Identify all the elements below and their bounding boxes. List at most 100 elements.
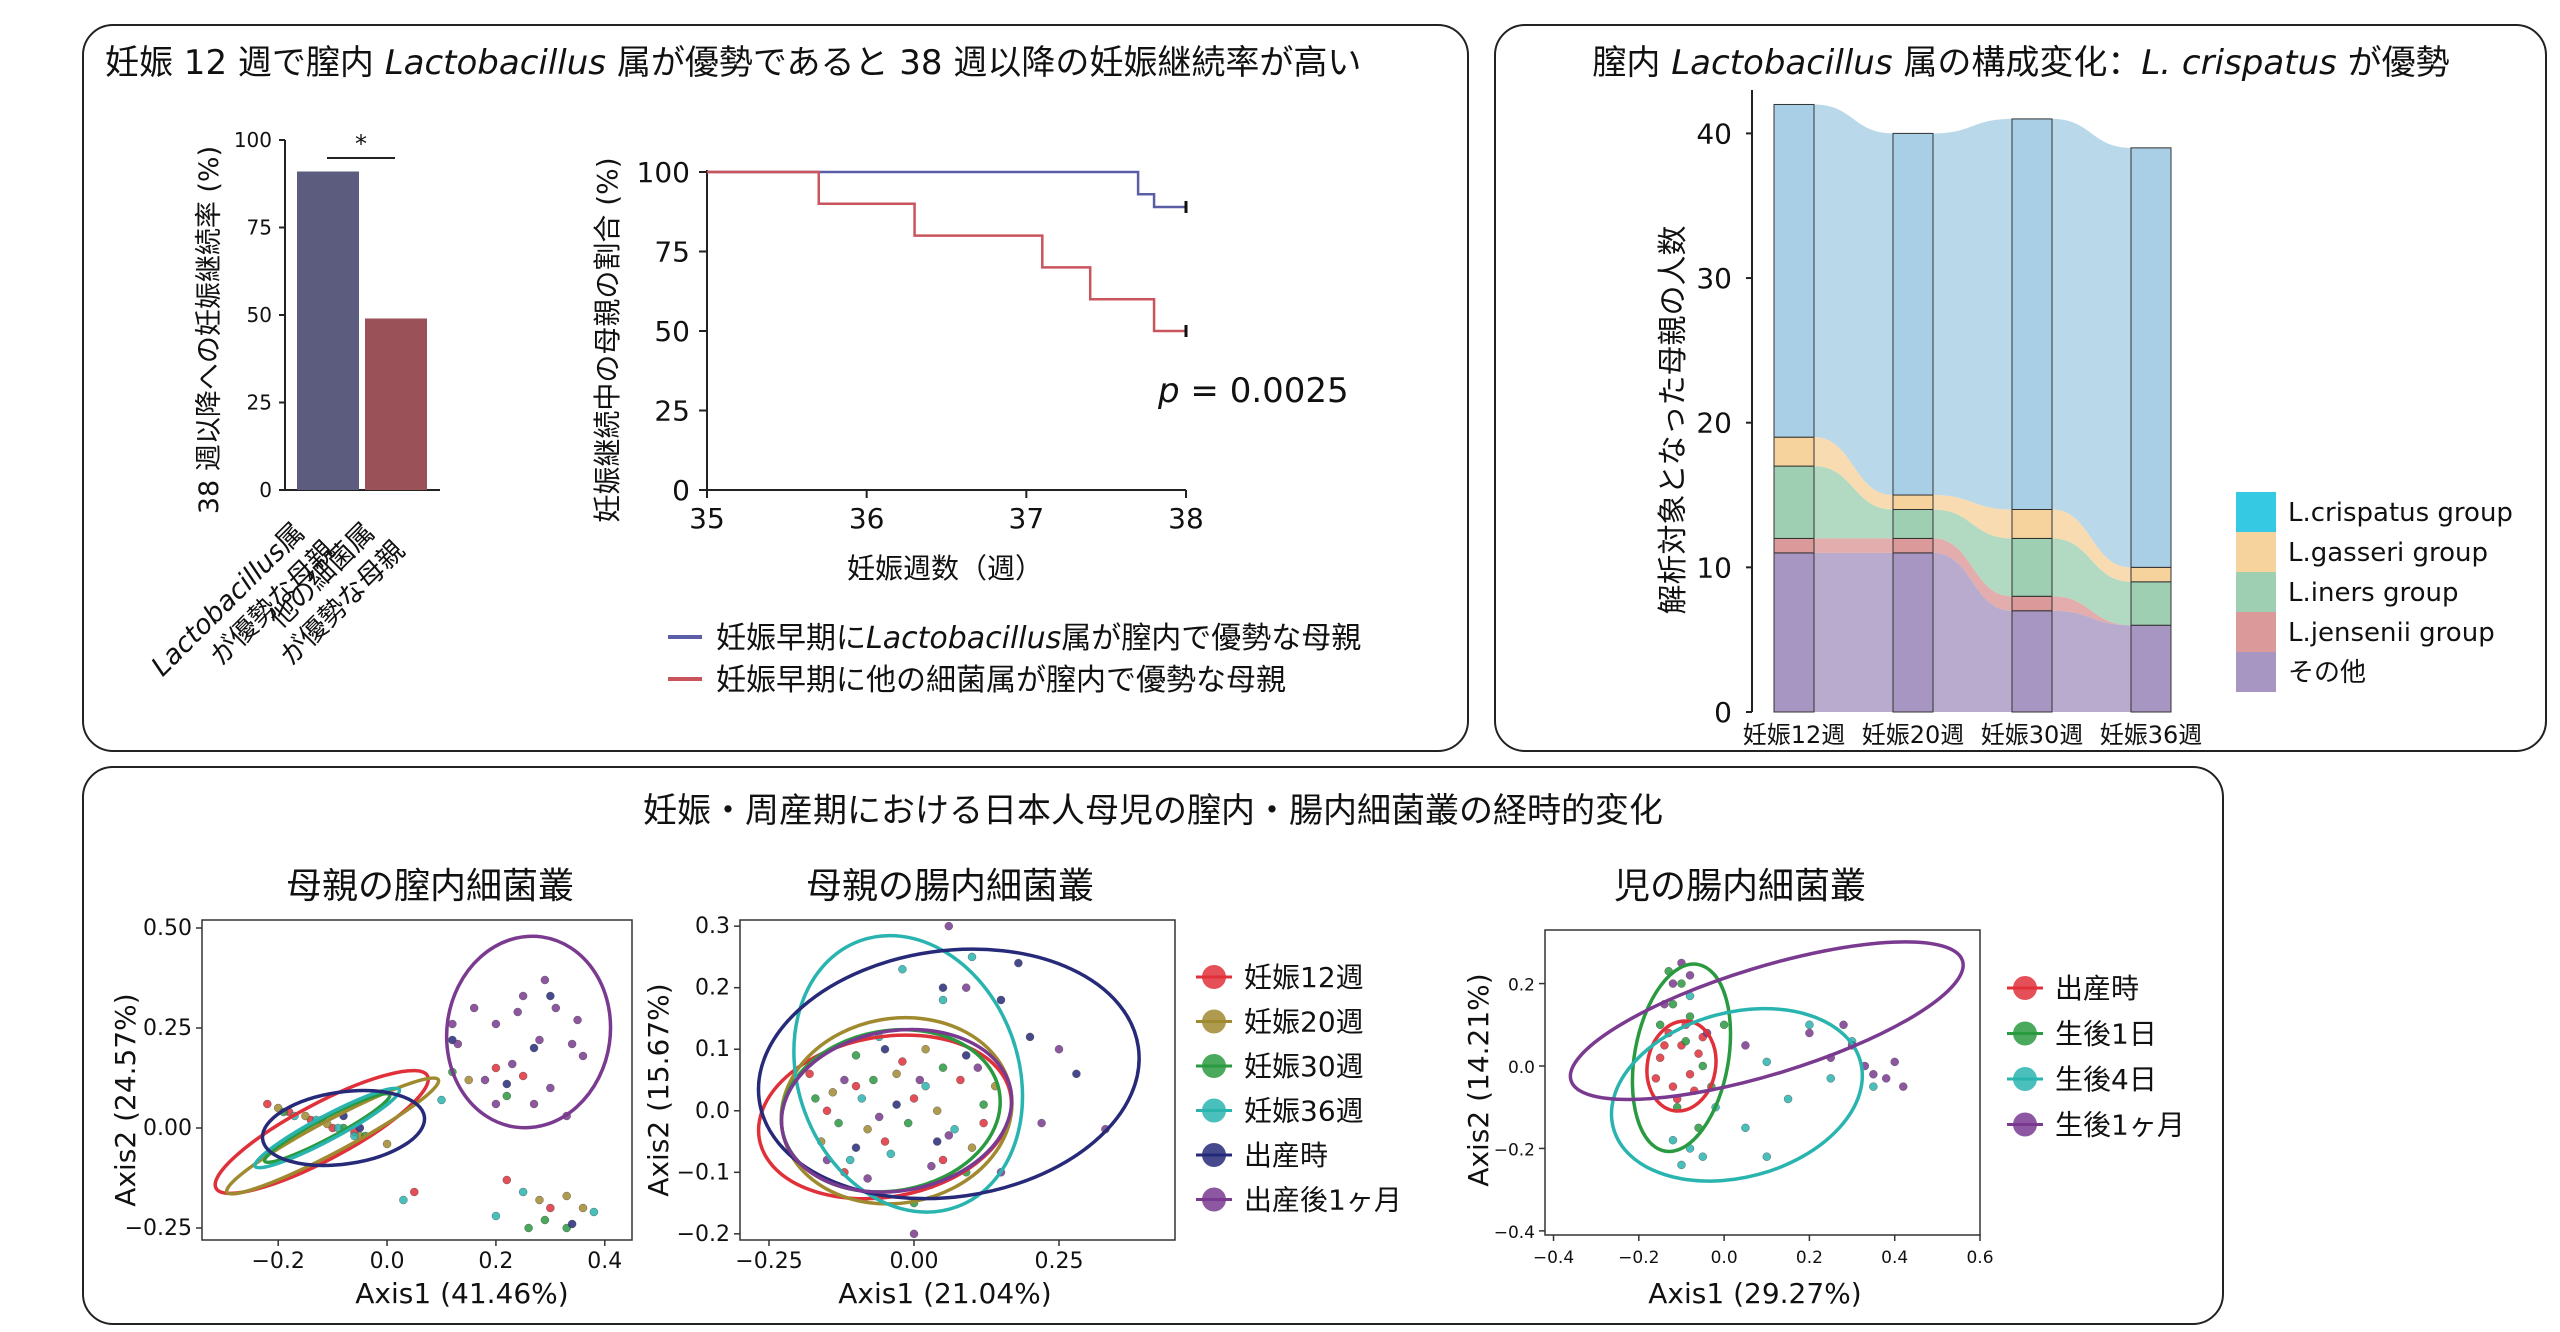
pcoa-point — [840, 1075, 849, 1085]
pcoa-point — [546, 1203, 555, 1213]
legend-dot — [2013, 976, 2037, 1000]
pcoa-point — [938, 1155, 948, 1165]
pcoa-ellipse — [260, 1088, 427, 1168]
alluvial-flow — [2052, 538, 2131, 626]
pcoa-point — [979, 1118, 988, 1128]
pcoa-point — [1826, 1074, 1835, 1083]
pcoa-y-tick-label: −0.25 — [125, 1216, 192, 1241]
km-ticks: 0 25 50 75 100 35 36 37 38 — [637, 156, 1204, 535]
pcoa-point — [448, 1019, 457, 1029]
bar-y-ticks: 0 25 50 75 100 — [234, 128, 285, 502]
bar-ylabel: 38 週以降への妊娠継続率 (%) — [194, 146, 225, 514]
pcoa-point — [915, 1075, 924, 1085]
pcoa-point — [1037, 1118, 1046, 1128]
legend-dot — [1202, 1187, 1226, 1212]
pcoa-point — [518, 1071, 528, 1081]
pcoa-point — [996, 995, 1006, 1005]
panel-c-frame — [82, 766, 2224, 1325]
km-legend-label-1: 妊娠早期にLactobacillus属が膣内で優勢な母親 — [716, 621, 1361, 656]
panel-c: 妊娠・周産期における日本人母児の膣内・腸内細菌叢の経時的変化 母親の膣内細菌叢 … — [82, 766, 2224, 1325]
pcoa-plot-1: −0.2 0.0 0.2 0.4 −0.25 0.00 0.25 0.50 — [125, 916, 633, 1274]
pcoa-ellipse — [779, 1027, 1014, 1194]
alluvial-y-tick-label: 0 — [1714, 696, 1732, 729]
pcoa-point — [805, 1069, 814, 1079]
pcoa-x-tick-label: −0.2 — [251, 1249, 304, 1274]
pcoa-point — [811, 1094, 820, 1103]
pcoa-point — [546, 991, 555, 1001]
pcoa-title-2: 母親の腸内細菌叢 — [806, 866, 1094, 907]
pcoa-y-tick-label: 0.0 — [1508, 1058, 1535, 1078]
pcoa-point — [950, 1125, 959, 1134]
pcoa-ellipse — [792, 933, 1025, 1214]
pcoa-title-1: 母親の膣内細菌叢 — [286, 866, 574, 907]
km-line-1 — [707, 170, 1186, 209]
pcoa-ellipse — [253, 1086, 402, 1170]
pcoa-x-tick-label: −0.2 — [1618, 1248, 1659, 1268]
pcoa-y-tick-label: 0.2 — [695, 976, 730, 1001]
km-y-tick-label: 25 — [654, 395, 690, 428]
pcoa-point — [973, 1063, 982, 1072]
pcoa-ellipse — [262, 1091, 392, 1165]
pcoa-plot-2: −0.25 0.00 0.25 −0.2 −0.1 0.0 0.1 0.2 0.3 — [677, 914, 1176, 1274]
pcoa-point — [851, 1051, 861, 1060]
alluvial-segment — [1892, 552, 1934, 713]
pcoa-point — [938, 995, 948, 1005]
alluvial-flow — [2052, 509, 2131, 582]
pcoa-point — [909, 1229, 919, 1239]
panel-b-frame — [1494, 24, 2547, 752]
pcoa-point — [535, 1195, 544, 1205]
pcoa-point — [535, 1035, 544, 1045]
alluvial-x-label: 妊娠36週 — [2100, 721, 2203, 749]
pcoa-point — [863, 1174, 872, 1183]
bar-y-tick-label: 50 — [247, 303, 272, 327]
alluvial-segment — [1773, 436, 1815, 467]
pcoa-point — [567, 1219, 577, 1229]
pcoa-point — [410, 1187, 419, 1197]
pcoa-point — [944, 921, 953, 931]
pcoa-point — [491, 1211, 501, 1221]
alluvial-legend-swatch — [2236, 652, 2276, 692]
pcoa-point — [453, 1039, 463, 1049]
pcoa-point — [933, 1106, 942, 1115]
alluvial-segment — [1892, 537, 1934, 554]
pcoa-point — [524, 1223, 533, 1233]
pcoa-point — [869, 1075, 878, 1085]
pcoa-point — [1677, 979, 1686, 988]
legend-label: 妊娠12週 — [1244, 961, 1364, 994]
pcoa-point — [263, 1099, 272, 1109]
alluvial-flow — [2052, 610, 2131, 712]
alluvial-legend-swatch — [2236, 572, 2276, 612]
alluvial-flow — [1814, 552, 1893, 712]
alluvial-segment — [1773, 552, 1815, 713]
pcoa-point — [909, 1094, 919, 1103]
pcoa-x-tick-label: −0.25 — [735, 1249, 802, 1274]
km-y-tick-label: 100 — [637, 156, 690, 189]
pcoa-point — [1685, 971, 1695, 980]
alluvial-flow — [1933, 538, 2012, 611]
pcoa-xlabel-1: Axis1 (41.46%) — [355, 1277, 568, 1310]
alluvial-y-tick-label: 10 — [1696, 551, 1732, 584]
pcoa-point — [1869, 1070, 1878, 1079]
alluvial-flow — [1933, 495, 2012, 539]
legend-label: 妊娠36週 — [1244, 1095, 1364, 1128]
pcoa-point — [301, 1111, 310, 1121]
pcoa-point — [1668, 979, 1678, 988]
pcoa-point — [502, 1091, 512, 1101]
alluvial-segment — [1892, 508, 1934, 539]
pcoa-point — [846, 1155, 855, 1165]
pcoa-point — [567, 1039, 577, 1049]
alluvial-segment — [2011, 508, 2053, 539]
pcoa-point — [480, 1075, 490, 1085]
bar-y-tick-label: 100 — [234, 128, 272, 152]
pcoa-point — [967, 952, 977, 962]
pcoa-point — [573, 1015, 582, 1025]
bar-y-tick-label: 75 — [247, 216, 272, 240]
alluvial-chart: 0 10 20 30 40 妊娠12週 妊娠20週 妊娠30週 妊娠36週 — [1696, 103, 2203, 749]
alluvial-legend-swatch — [2236, 532, 2276, 572]
pcoa-point — [1668, 999, 1678, 1009]
pcoa-point — [1698, 1152, 1707, 1161]
legend-label: 生後1日 — [2055, 1018, 2157, 1051]
pcoa-point — [502, 1175, 512, 1185]
